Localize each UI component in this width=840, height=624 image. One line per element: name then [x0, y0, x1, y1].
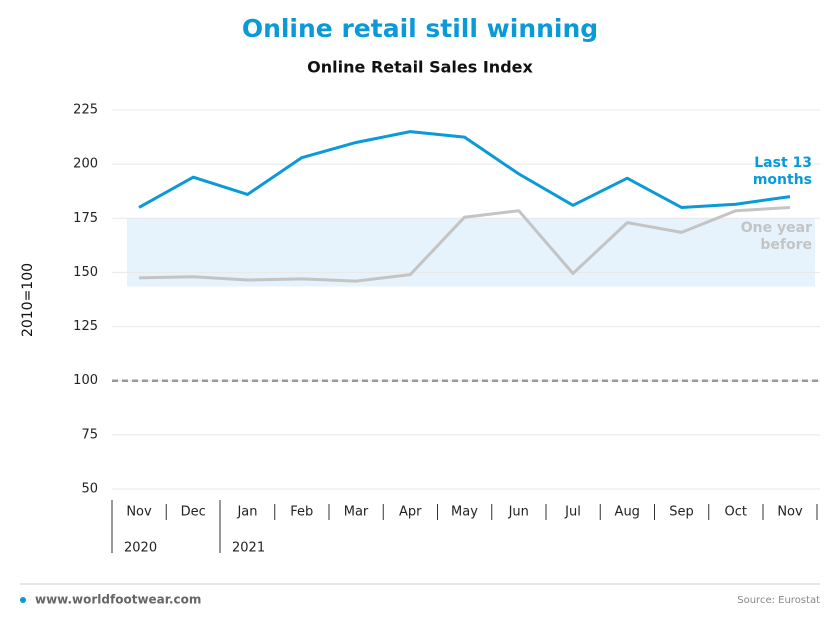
chart-title: Online retail still winning — [242, 14, 598, 43]
x-tick-label: May — [451, 505, 478, 520]
series-label: Last 13 months — [752, 155, 812, 188]
x-tick-label: Aug — [615, 505, 640, 520]
x-tick-label: Oct — [725, 505, 747, 520]
x-tick-label: Sep — [669, 505, 694, 520]
series-label: One year before — [740, 220, 812, 253]
y-tick-label: 150 — [73, 265, 98, 280]
footer-source: Source: Eurostat — [737, 595, 820, 606]
x-tick-label: Apr — [399, 505, 422, 520]
series-line — [138, 130, 791, 209]
y-tick-label: 225 — [73, 103, 98, 118]
x-tick-label: Dec — [181, 505, 206, 520]
x-tick-label: Jun — [508, 505, 529, 520]
x-tick-label: Feb — [290, 505, 313, 520]
series-line — [138, 205, 791, 283]
highlight-band — [127, 218, 815, 287]
year-label: 2020 — [124, 541, 157, 556]
y-axis-title: 2010=100 — [20, 263, 36, 337]
y-tick-label: 50 — [81, 482, 98, 497]
year-label: 2021 — [232, 541, 265, 556]
x-tick-label: Nov — [777, 505, 803, 520]
x-tick-label: Mar — [344, 505, 369, 520]
chart-subtitle: Online Retail Sales Index — [307, 58, 533, 77]
x-tick-label: Jul — [564, 505, 581, 520]
x-tick-label: Nov — [126, 505, 152, 520]
y-tick-label: 200 — [73, 157, 98, 172]
y-tick-label: 100 — [73, 373, 98, 388]
footer-site: www.worldfootwear.com — [35, 593, 201, 607]
y-tick-label: 125 — [73, 319, 98, 334]
footer-dot — [20, 597, 26, 603]
x-tick-label: Jan — [236, 505, 257, 520]
y-tick-label: 75 — [81, 427, 98, 442]
y-tick-label: 175 — [73, 211, 98, 226]
